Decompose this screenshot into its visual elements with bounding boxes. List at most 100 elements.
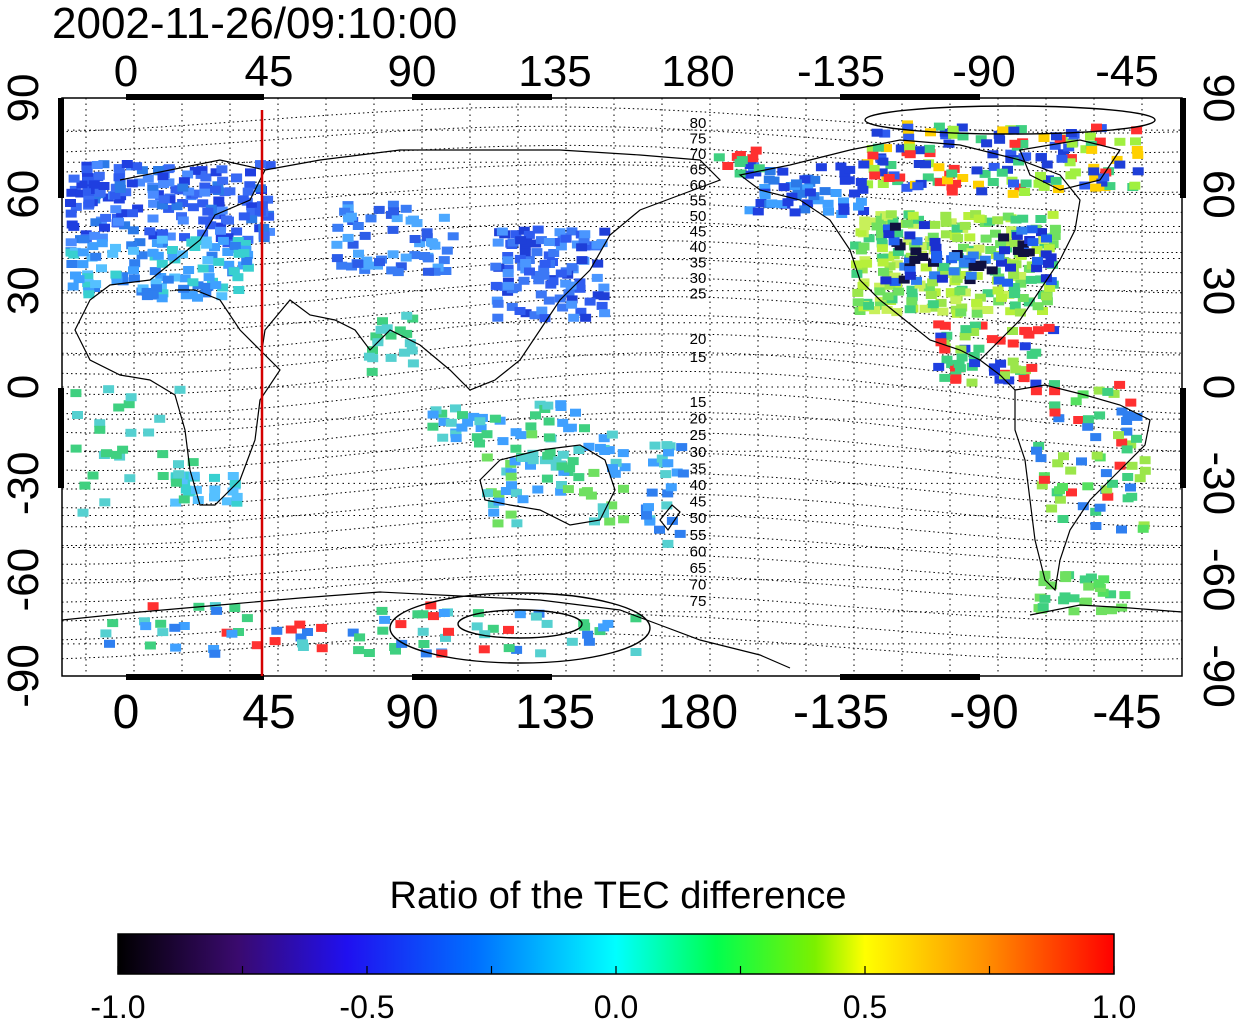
tec-pixel	[993, 276, 1005, 285]
tec-pixel	[116, 209, 128, 218]
tec-pixel	[119, 221, 131, 230]
tec-pixel	[1020, 179, 1032, 188]
tec-pixel	[599, 227, 611, 236]
tec-pixel	[503, 625, 514, 634]
tec-pixel	[940, 211, 952, 220]
tec-pixel	[125, 393, 137, 402]
contour-label: 65	[690, 560, 707, 577]
tec-pixel	[584, 297, 596, 306]
tec-pixel	[155, 619, 167, 628]
tec-pixel	[271, 626, 283, 635]
bottom-lon-label: 90	[385, 686, 438, 739]
tec-pixel	[764, 167, 776, 175]
tec-pixel	[1039, 594, 1051, 603]
tec-pixel	[868, 217, 880, 226]
tec-pixel	[231, 227, 243, 236]
tec-pixel	[518, 276, 530, 285]
tec-pixel	[557, 450, 569, 459]
tec-pixel	[1102, 387, 1114, 396]
tec-pixel	[606, 430, 618, 439]
tec-pixel	[957, 174, 969, 182]
tec-pixel	[117, 272, 129, 281]
tec-pixel	[1070, 397, 1082, 406]
tec-pixel	[1052, 459, 1064, 468]
tec-pixel	[889, 272, 901, 281]
tec-pixel	[128, 274, 140, 283]
tec-pixel	[904, 150, 916, 159]
tec-pixel	[353, 249, 364, 258]
tec-pixel	[1041, 297, 1053, 306]
tec-pixel	[918, 221, 930, 230]
tec-pixel	[937, 307, 949, 316]
tec-pixel	[592, 291, 604, 300]
tec-pixel	[269, 637, 281, 646]
tec-pixel	[1068, 594, 1080, 603]
tec-pixel	[139, 617, 150, 626]
tec-pixel	[489, 414, 501, 423]
tec-pixel	[902, 219, 914, 228]
tec-pixel	[562, 485, 574, 494]
tec-pixel	[1069, 168, 1081, 177]
tec-pixel	[117, 445, 129, 454]
tec-pixel	[113, 173, 125, 182]
tec-pixel	[971, 166, 983, 175]
tec-pixel	[525, 461, 536, 470]
tec-pixel	[117, 277, 129, 286]
tec-pixel	[157, 172, 169, 181]
tec-pixel	[205, 221, 217, 230]
tec-pixel	[420, 649, 432, 658]
tec-pixel	[1019, 188, 1031, 196]
tec-pixel	[1007, 327, 1018, 335]
tec-pixel	[606, 501, 618, 510]
tec-pixel	[179, 233, 190, 242]
tec-pixel	[331, 254, 343, 263]
tec-pixel	[674, 529, 686, 538]
tec-pixel	[187, 203, 199, 212]
tec-pixel	[1043, 244, 1055, 253]
tec-pixel	[979, 255, 991, 264]
tec-pixel	[782, 198, 794, 207]
tec-pixel	[186, 290, 198, 299]
tec-pixel	[387, 225, 399, 234]
tec-pixel	[1031, 264, 1043, 273]
contour-label: 20	[690, 331, 707, 348]
tec-pixel	[170, 478, 182, 487]
tec-pixel	[221, 497, 233, 506]
tec-pixel	[968, 352, 980, 360]
tec-pixel	[158, 180, 169, 189]
tec-pixel	[891, 308, 903, 317]
tec-pixel	[217, 236, 229, 245]
tec-pixel	[1053, 414, 1065, 423]
tec-pixel	[533, 276, 545, 285]
tec-pixel	[980, 234, 992, 243]
tec-pixel	[963, 212, 975, 220]
left-latitude-labels: 90 60 30 0 -30 -60 -90	[0, 74, 48, 708]
tec-pixel	[986, 335, 998, 344]
tec-pixel	[982, 289, 994, 298]
map-title: 2002-11-26/09:10:00	[52, 0, 457, 48]
tec-pixel	[598, 292, 610, 301]
tec-pixel	[401, 311, 413, 320]
tec-pixel	[178, 622, 190, 630]
tec-pixel	[892, 229, 904, 238]
tec-pixel	[581, 487, 593, 496]
tec-pixel	[520, 309, 532, 318]
tec-pixel	[799, 205, 811, 214]
tec-pixel	[222, 248, 234, 256]
tec-pixel	[1097, 588, 1109, 597]
tec-pixel	[170, 185, 182, 194]
tec-pixel	[922, 173, 934, 182]
tec-pixel	[197, 264, 209, 273]
left-lat-label: 0	[0, 375, 48, 399]
tec-pixel	[196, 166, 208, 175]
tec-pixel	[353, 646, 365, 655]
tec-pixel	[82, 273, 94, 282]
right-lat-label: -30	[1194, 452, 1240, 516]
tec-pixel	[428, 612, 439, 621]
tec-pixel	[909, 242, 921, 251]
tec-pixel	[931, 255, 943, 264]
tec-pixel	[722, 162, 734, 170]
tec-pixel	[129, 259, 141, 268]
tec-pixel	[414, 239, 426, 248]
tec-pixel	[520, 259, 532, 267]
